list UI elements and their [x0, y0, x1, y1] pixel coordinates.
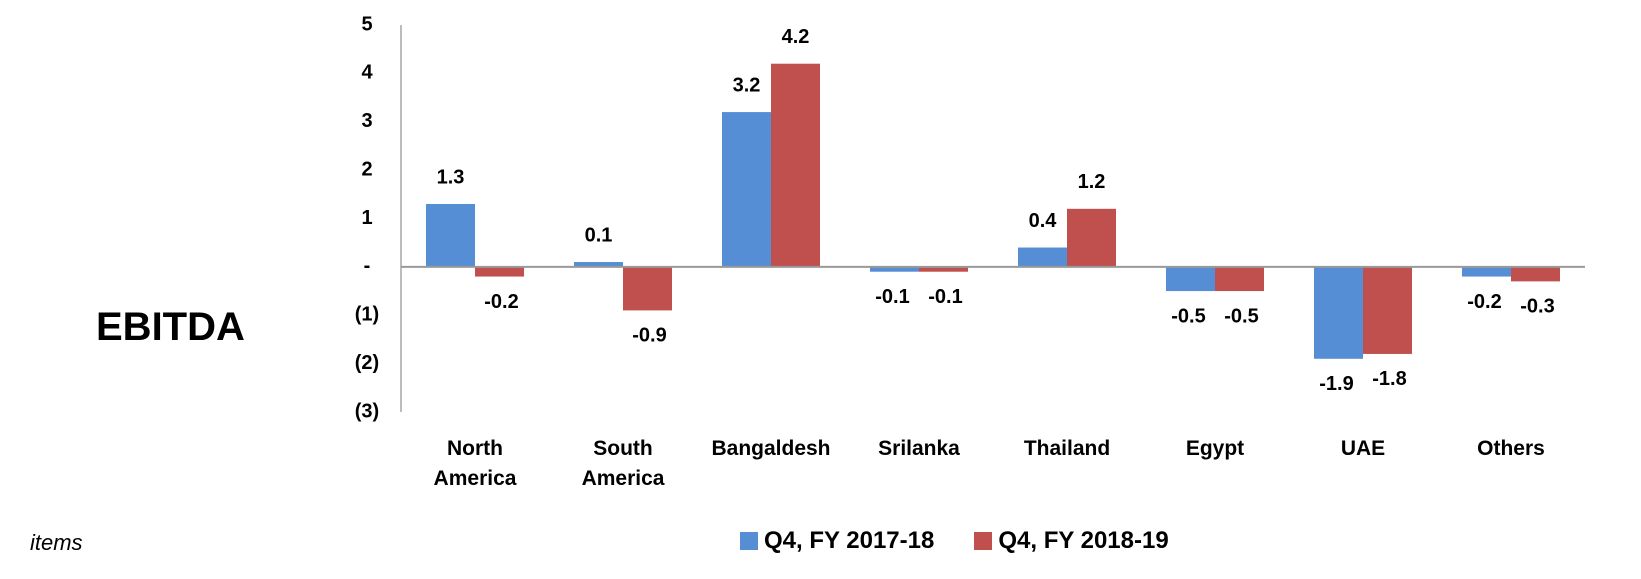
bar	[1462, 266, 1511, 277]
data-label: 3.2	[733, 74, 761, 96]
data-label: 1.3	[437, 166, 465, 188]
x-tick-label: North America	[433, 437, 517, 490]
data-label: -0.1	[875, 286, 909, 308]
legend-label: Q4, FY 2017-18	[764, 527, 935, 554]
y-tick-label: 4	[361, 62, 373, 84]
data-label: -0.5	[1224, 305, 1258, 327]
data-label: 1.2	[1078, 171, 1106, 193]
x-tick-label: Srilanka	[878, 437, 960, 460]
data-label: -0.9	[632, 325, 666, 347]
legend-item: Q4, FY 2018-19	[974, 527, 1169, 555]
bar	[870, 266, 919, 272]
bar	[722, 112, 771, 267]
x-tick-label: Thailand	[1023, 437, 1111, 460]
y-tick-label: 5	[361, 13, 372, 35]
y-tick-label: (3)	[355, 400, 379, 422]
bar	[1363, 266, 1412, 354]
footnote: items	[30, 530, 83, 555]
data-label: -0.1	[928, 286, 962, 308]
y-tick-label: 1	[361, 207, 372, 229]
legend-swatch	[974, 532, 993, 550]
bar	[1215, 266, 1264, 292]
y-tick-label: 2	[361, 158, 372, 180]
data-label: -0.2	[1467, 291, 1501, 313]
bar	[1166, 266, 1215, 292]
y-tick-label: (1)	[355, 304, 379, 326]
bar	[1018, 247, 1067, 267]
chart-title: EBITDA	[96, 305, 245, 349]
x-tick-label: South America	[581, 437, 665, 490]
x-tick-label: Bangaldesh	[711, 437, 831, 460]
data-label: 0.1	[585, 224, 613, 246]
data-label: 0.4	[1029, 210, 1058, 232]
data-label: -0.3	[1520, 296, 1554, 318]
data-label: -1.9	[1319, 373, 1353, 395]
bar	[475, 266, 524, 277]
x-tick-label: Egypt	[1185, 437, 1245, 460]
y-tick-label: 3	[361, 110, 372, 132]
bar	[623, 266, 672, 311]
bar	[1511, 266, 1560, 282]
bar	[426, 203, 475, 267]
data-label: -0.5	[1171, 305, 1205, 327]
bar	[771, 63, 820, 267]
legend-swatch	[740, 532, 758, 550]
bar	[919, 266, 968, 272]
x-tick-label: UAE	[1340, 437, 1386, 460]
legend-label: Q4, FY 2018-19	[998, 527, 1169, 554]
x-tick-label: Others	[1477, 437, 1545, 460]
legend: Q4, FY 2017-18 Q4, FY 2018-19	[740, 527, 1209, 555]
data-label: -0.2	[484, 291, 518, 313]
data-label: 4.2	[782, 26, 810, 48]
y-tick-label: -	[364, 255, 371, 277]
bar	[1314, 266, 1363, 359]
y-tick-label: (2)	[355, 352, 379, 374]
data-label: -1.8	[1372, 368, 1406, 390]
bar	[574, 262, 623, 267]
legend-item: Q4, FY 2017-18	[740, 527, 934, 555]
bar	[1067, 208, 1116, 267]
